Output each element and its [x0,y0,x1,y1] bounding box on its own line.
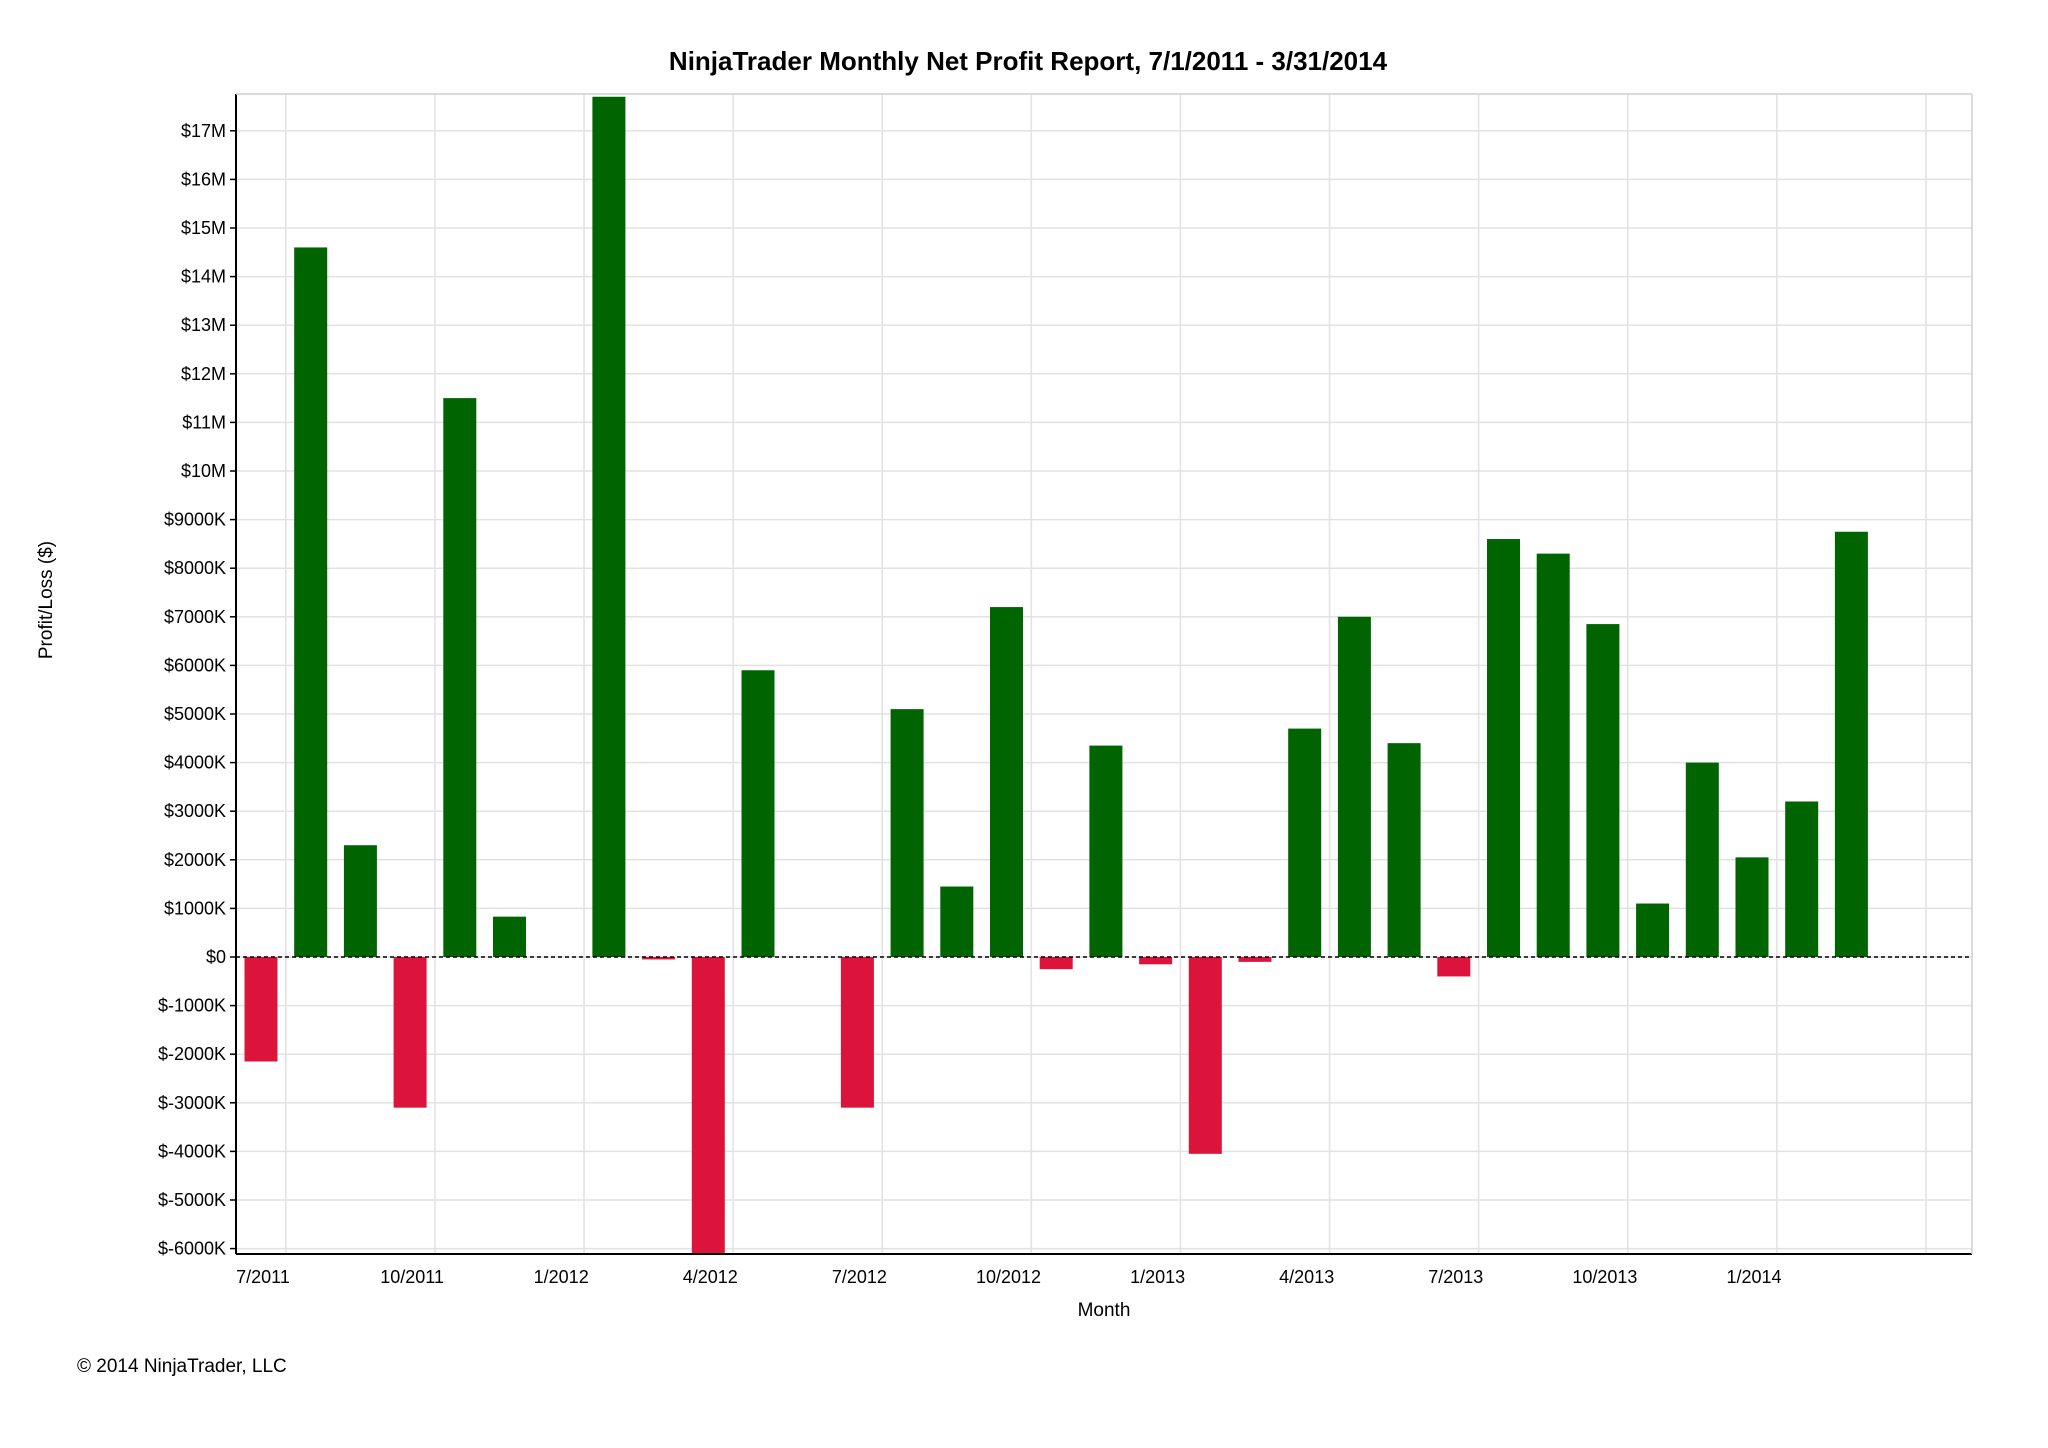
x-tick-label: 1/2014 [1726,1267,1781,1287]
y-tick-label: $11M [182,412,226,432]
bars [244,96,1868,1254]
bar-9-2012 [940,886,974,957]
y-tick-label: $7000K [164,607,226,627]
bar-12-2012 [1089,745,1123,957]
y-tick-label: $6000K [164,655,226,675]
x-tick-label: 10/2012 [976,1267,1041,1287]
bar-11-2011 [443,398,477,958]
y-tick-label: $8000K [164,558,226,578]
x-tick-label: 7/2013 [1428,1267,1483,1287]
y-tick-label: $14M [181,267,226,287]
bar-3-2013 [1238,957,1272,962]
y-tick-label: $-4000K [158,1141,226,1161]
y-tick-label: $1000K [164,898,226,918]
bar-8-2011 [294,247,328,957]
x-tick-label: 10/2011 [380,1267,444,1287]
y-tick-label: $4000K [164,753,226,773]
bar-1-2013 [1139,957,1173,965]
bar-4-2013 [1288,728,1322,957]
bar-3-2012 [642,957,676,960]
y-tick-label: $10M [181,461,226,481]
bar-5-2012 [741,670,775,957]
grid-lines [236,94,1972,1254]
bar-9-2013 [1536,553,1570,957]
bar-7-2013 [1437,957,1471,977]
y-tick-label: $15M [181,218,226,238]
copyright-notice: © 2014 NinjaTrader, LLC [77,1356,287,1377]
bar-11-2012 [1039,957,1073,970]
y-tick-label: $-6000K [158,1239,226,1259]
bar-2-2013 [1188,957,1222,1154]
bar-10-2011 [393,957,427,1108]
x-tick-label: 4/2013 [1279,1267,1334,1287]
y-tick-label: $-2000K [158,1044,226,1064]
bar-9-2011 [343,845,377,957]
x-tick-label: 7/2011 [236,1267,290,1287]
y-tick-label: $12M [181,364,226,384]
y-tick-label: $17M [181,121,226,141]
y-tick-label: $13M [181,315,226,335]
chart-title: NinjaTrader Monthly Net Profit Report, 7… [669,46,1388,76]
bar-12-2013 [1685,762,1719,957]
y-tick-label: $5000K [164,704,226,724]
x-tick-label: 7/2012 [832,1267,887,1287]
bar-10-2013 [1586,624,1620,957]
y-tick-label: $-3000K [158,1093,226,1113]
bar-7-2011 [244,957,278,1062]
y-tick-labels: $17M $16M $15M $14M $13M $12M $11M $10M $9000K $8… [158,121,226,1259]
bar-6-2013 [1387,743,1421,957]
bar-2-2012 [592,96,626,957]
y-tick-label: $9000K [164,510,226,530]
x-tick-label: 1/2012 [534,1267,589,1287]
bar-10-2012 [990,607,1023,957]
bar-12-2011 [493,916,526,957]
y-axis-label: Profit/Loss ($) [36,541,57,659]
y-tick-label: $-5000K [158,1190,226,1210]
x-tick-label: 10/2013 [1572,1267,1637,1287]
x-tick-label: 4/2012 [683,1267,738,1287]
y-tick-label: $16M [181,169,226,189]
axes [230,93,1973,1255]
bar-2-2014 [1785,801,1819,957]
y-tick-label: $2000K [164,850,226,870]
x-tick-label: 1/2013 [1130,1267,1185,1287]
bar-8-2013 [1487,539,1520,957]
bar-11-2013 [1636,903,1670,957]
bar-5-2013 [1337,616,1371,957]
bar-4-2012 [691,957,725,1254]
bar-1-2014 [1735,857,1769,957]
bar-3-2014 [1834,531,1868,957]
x-tick-labels: 7/2011 10/2011 1/2012 4/2012 7/2012 10/2012 1/… [236,1267,1781,1287]
bar-8-2012 [890,709,924,957]
y-tick-label: $0 [206,947,226,967]
y-tick-label: $-1000K [158,996,226,1016]
y-tick-label: $3000K [164,801,226,821]
bar-7-2012 [840,957,874,1108]
x-axis-label: Month [1078,1300,1131,1321]
